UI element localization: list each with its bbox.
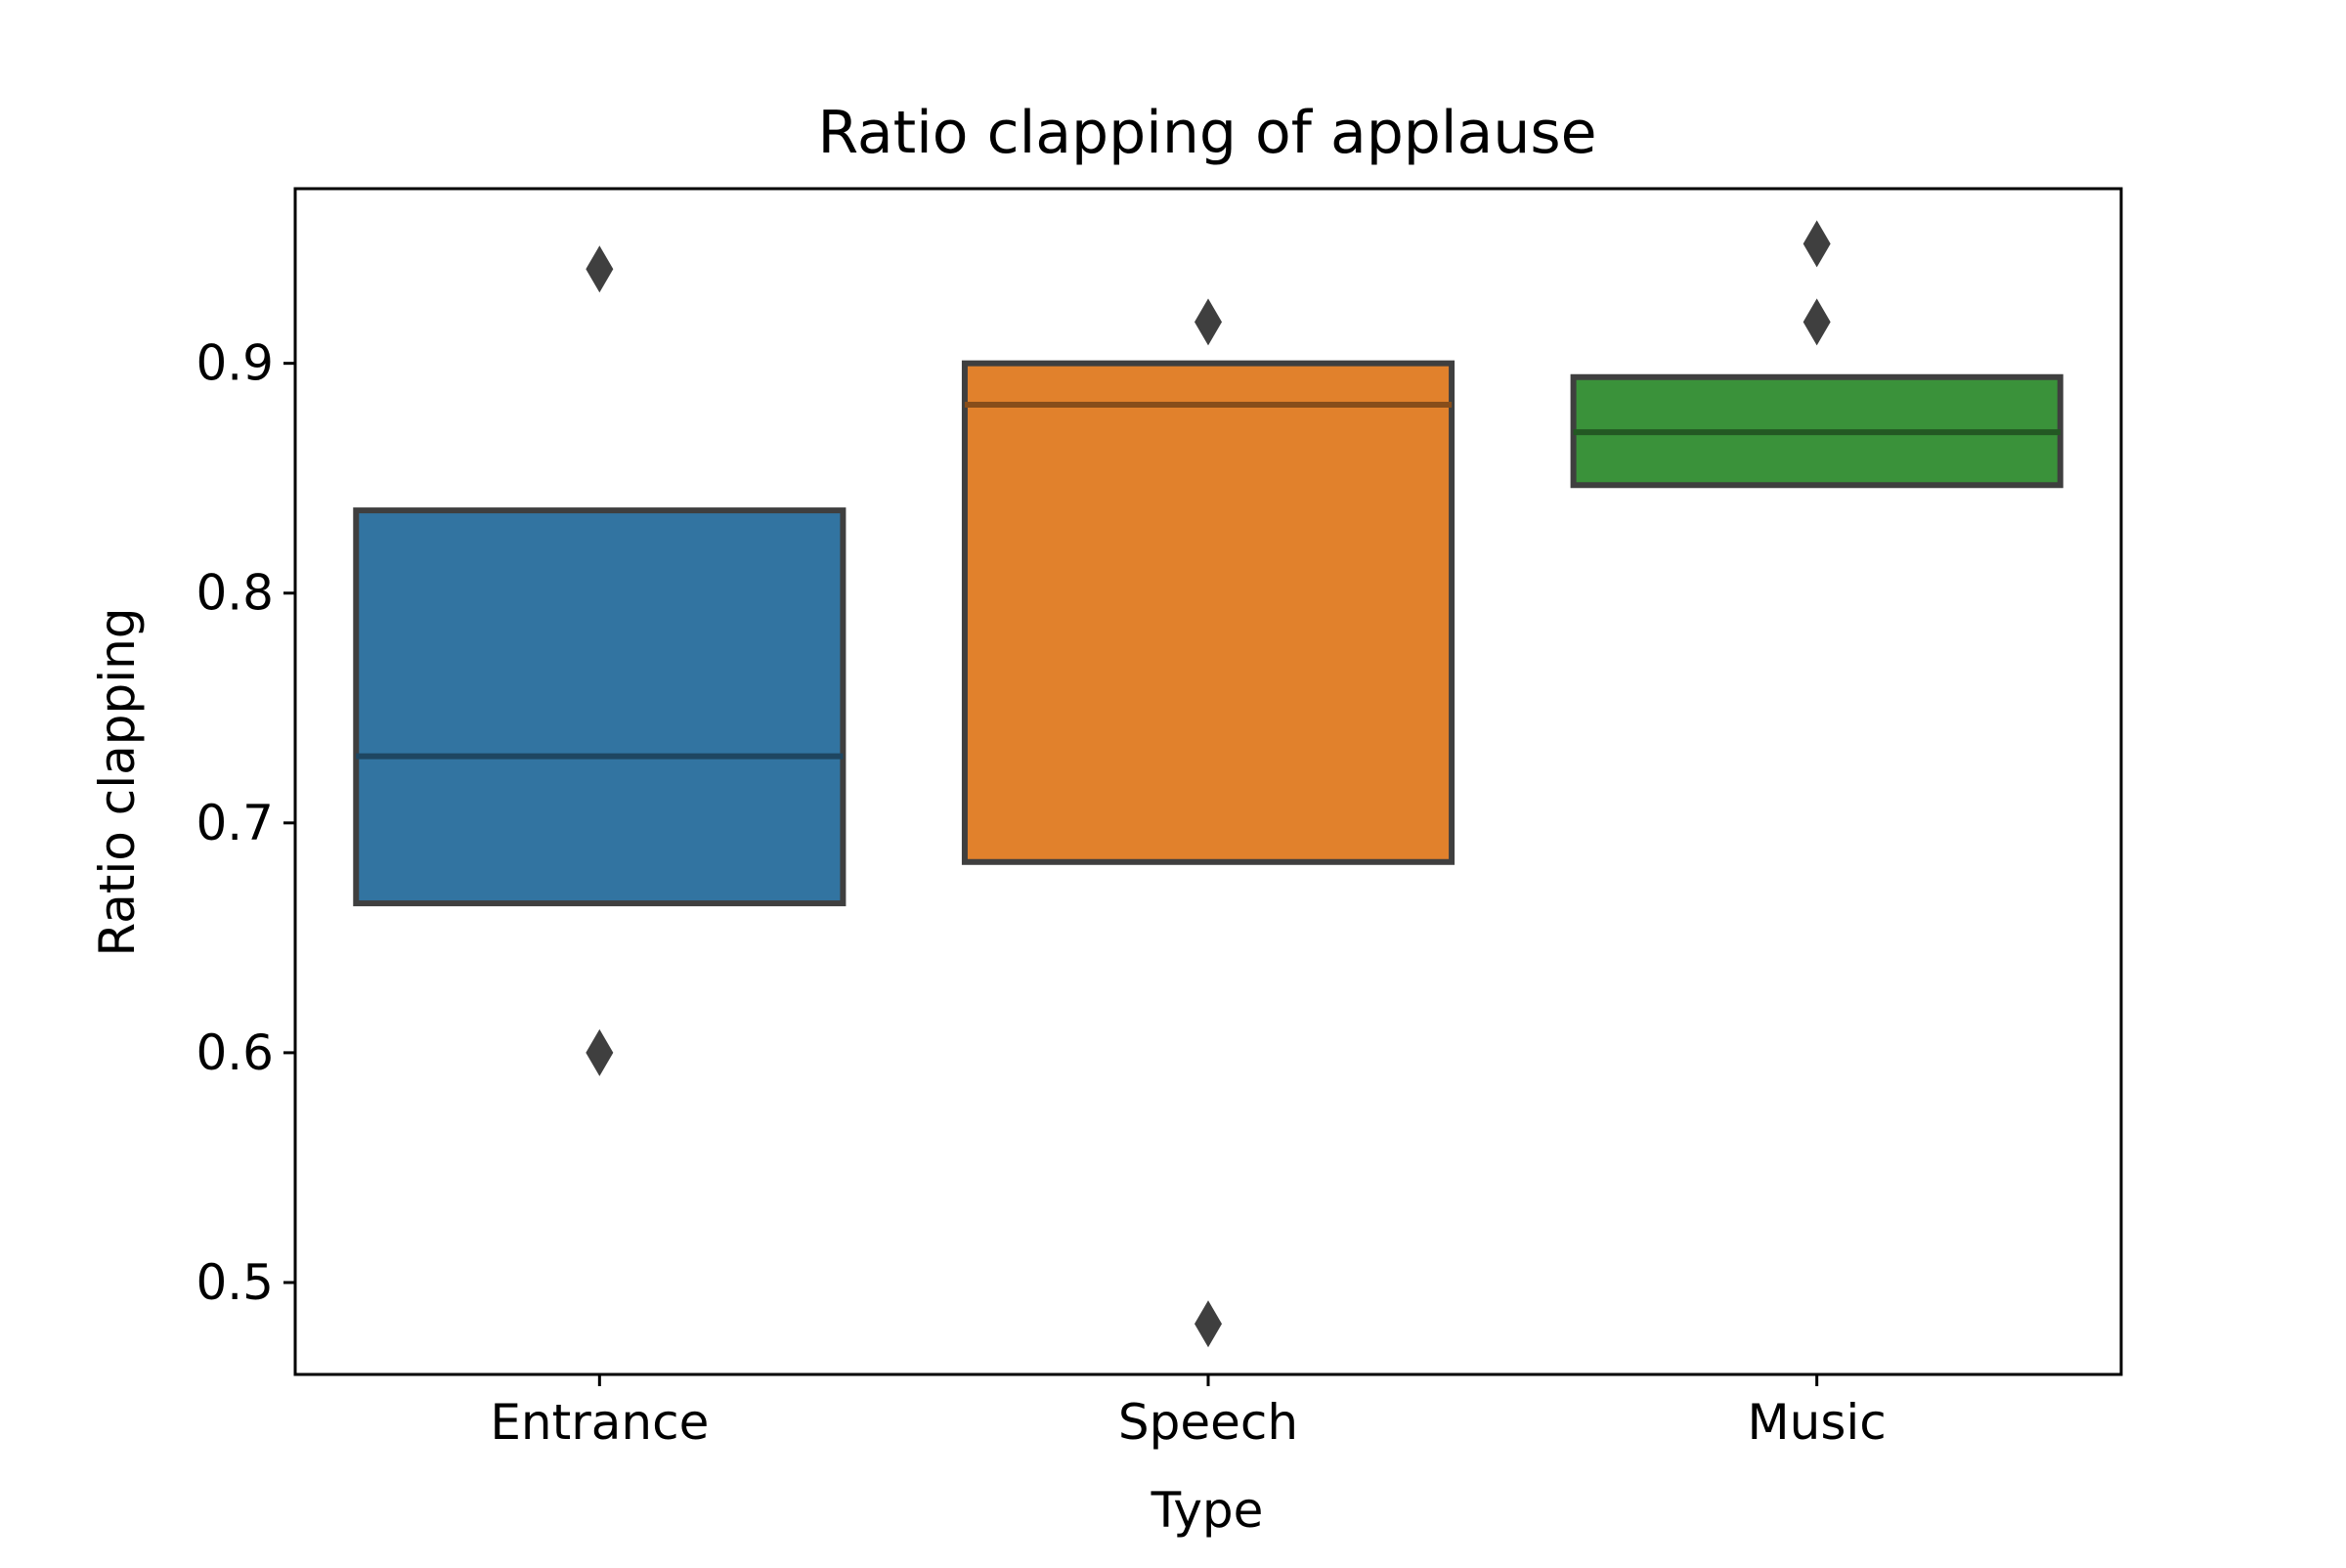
outlier-point-entrance-1 [586, 245, 614, 293]
x-tick-label: Entrance [490, 1394, 709, 1451]
y-tick-label: 0.5 [196, 1254, 274, 1311]
chart-title: Ratio clapping of applause [817, 99, 1596, 167]
y-axis-label: Ratio clapping [89, 607, 146, 956]
x-axis-label: Type [1151, 1482, 1264, 1539]
outlier-point-speech-1 [1195, 298, 1222, 346]
y-tick-label: 0.9 [196, 335, 274, 392]
outlier-point-entrance-2 [586, 1028, 614, 1076]
outlier-point-music-1 [1803, 220, 1831, 268]
x-tick-label: Music [1748, 1394, 1887, 1451]
y-tick-label: 0.8 [196, 565, 274, 622]
box-speech [961, 360, 1455, 865]
outlier-point-music-2 [1803, 298, 1831, 346]
box-entrance [353, 507, 847, 907]
plot-area: 0.5 0.6 0.7 0.8 0.9 Entrance Speech Music [196, 187, 2123, 1451]
y-tick-label: 0.7 [196, 795, 274, 851]
x-tick-label: Speech [1118, 1394, 1298, 1451]
outlier-point-speech-2 [1195, 1300, 1222, 1348]
y-tick-label: 0.6 [196, 1024, 274, 1081]
